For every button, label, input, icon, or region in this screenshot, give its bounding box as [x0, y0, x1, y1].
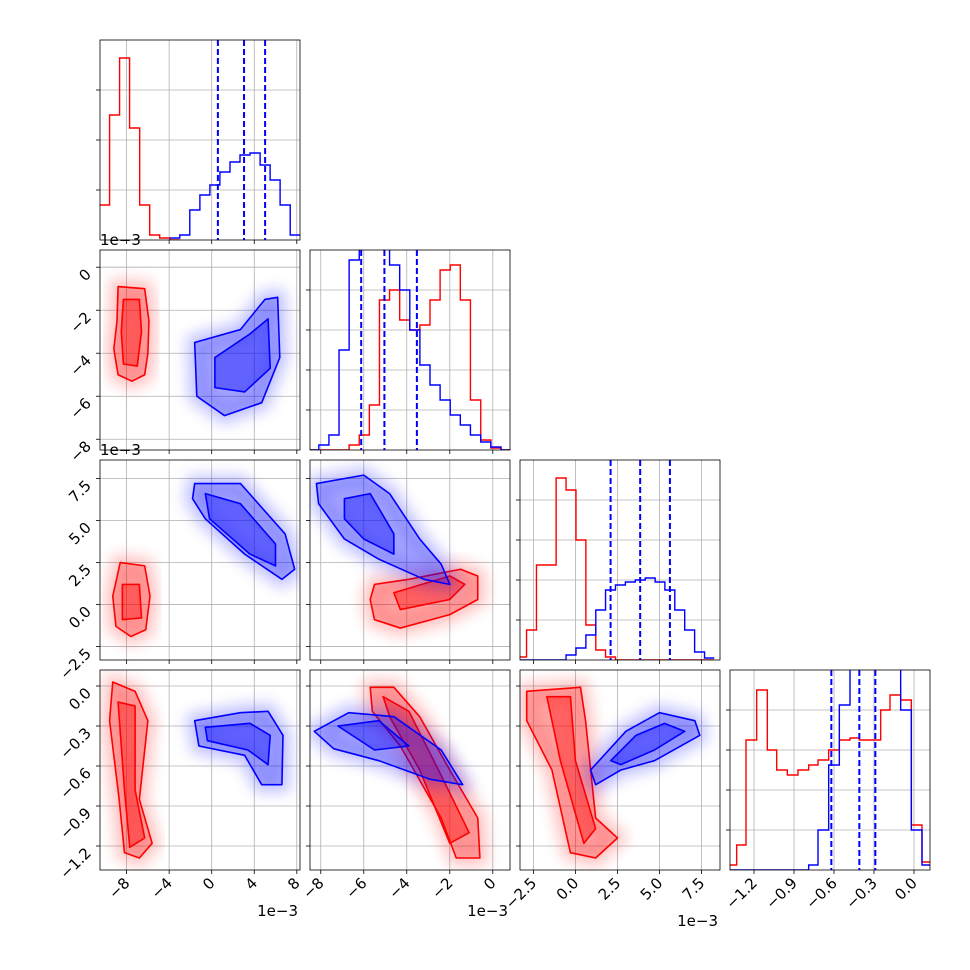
panel: [520, 460, 715, 660]
x-tick-label: 0: [480, 874, 499, 893]
contour: [525, 686, 619, 859]
contour: [546, 695, 597, 845]
histogram-step: [730, 670, 930, 870]
panel: [520, 676, 711, 869]
histogram-step: [169, 152, 300, 239]
panel: [730, 670, 930, 870]
contour: [191, 482, 296, 581]
x-tick-label: −4: [148, 874, 176, 902]
contour: [214, 318, 272, 393]
y-tick-label: −2: [66, 308, 94, 336]
y-tick-label: 0.0: [65, 684, 95, 714]
y-tick-label: −1.2: [56, 844, 94, 882]
x-tick-label: 0.0: [553, 874, 583, 904]
contour: [343, 492, 395, 555]
x-tick-label: 0: [199, 874, 218, 893]
x-tick-label: −0.6: [802, 874, 840, 912]
x-tick-label: 7.5: [679, 874, 709, 904]
contour: [120, 298, 143, 367]
axes-frame: [99, 459, 301, 661]
y-tick-label: −8: [66, 437, 94, 465]
x-tick-label: −1.2: [722, 874, 760, 912]
panel: [101, 472, 300, 648]
axes-frame: [309, 459, 511, 661]
contour: [204, 492, 277, 567]
x-offset-label: 1e−3: [677, 912, 718, 930]
contour: [117, 701, 146, 849]
x-tick-label: −0.3: [842, 874, 880, 912]
y-tick-label: 2.5: [65, 561, 95, 591]
x-tick-label: 2.5: [595, 874, 625, 904]
contour: [204, 722, 272, 766]
y-offset-label: 1e−3: [100, 441, 141, 459]
contour: [609, 722, 686, 766]
panel: [310, 676, 491, 869]
x-offset-label: 1e−3: [467, 902, 508, 920]
histogram-step: [520, 577, 715, 660]
y-tick-label: 5.0: [65, 519, 95, 549]
contour: [337, 719, 410, 751]
x-offset-label: 1e−3: [257, 902, 298, 920]
x-tick-label: −2: [428, 874, 456, 902]
axes-frame: [519, 459, 721, 661]
x-tick-label: −8: [105, 874, 133, 902]
x-tick-label: 4: [242, 874, 261, 893]
histogram-step: [310, 250, 510, 450]
y-tick-label: −0.6: [56, 764, 94, 802]
contour: [589, 711, 701, 786]
x-tick-label: 5.0: [637, 874, 667, 904]
axes-frame: [99, 249, 301, 451]
x-tick-label: −0.9: [762, 874, 800, 912]
axes-frame: [309, 249, 511, 451]
x-tick-label: −8: [299, 874, 327, 902]
axes-frame: [99, 669, 301, 871]
histogram-step: [730, 689, 930, 866]
axes-frame: [309, 669, 511, 871]
y-tick-label: −0.3: [56, 724, 94, 762]
y-tick-label: 7.5: [65, 477, 95, 507]
histogram-step: [520, 477, 715, 660]
panel: [102, 275, 291, 427]
x-tick-label: −6: [342, 874, 370, 902]
axes-frame: [519, 669, 721, 871]
axes-frame: [729, 669, 931, 871]
y-offset-label: 1e−3: [100, 231, 141, 249]
x-tick-label: −4: [385, 874, 413, 902]
y-tick-label: −2.5: [56, 645, 94, 683]
panel: [310, 250, 510, 450]
axes-frame: [99, 39, 301, 241]
y-tick-label: −4: [66, 351, 94, 379]
contour: [315, 474, 451, 586]
panel: [310, 464, 489, 640]
histogram-step: [100, 57, 180, 240]
panel: [100, 40, 300, 240]
y-tick-label: −0.9: [56, 804, 94, 842]
panel: [100, 671, 294, 869]
y-tick-label: −6: [66, 394, 94, 422]
y-tick-label: 0: [75, 265, 94, 284]
contour: [121, 583, 143, 621]
x-tick-label: 0.0: [891, 874, 921, 904]
y-tick-label: 0.0: [65, 603, 95, 633]
